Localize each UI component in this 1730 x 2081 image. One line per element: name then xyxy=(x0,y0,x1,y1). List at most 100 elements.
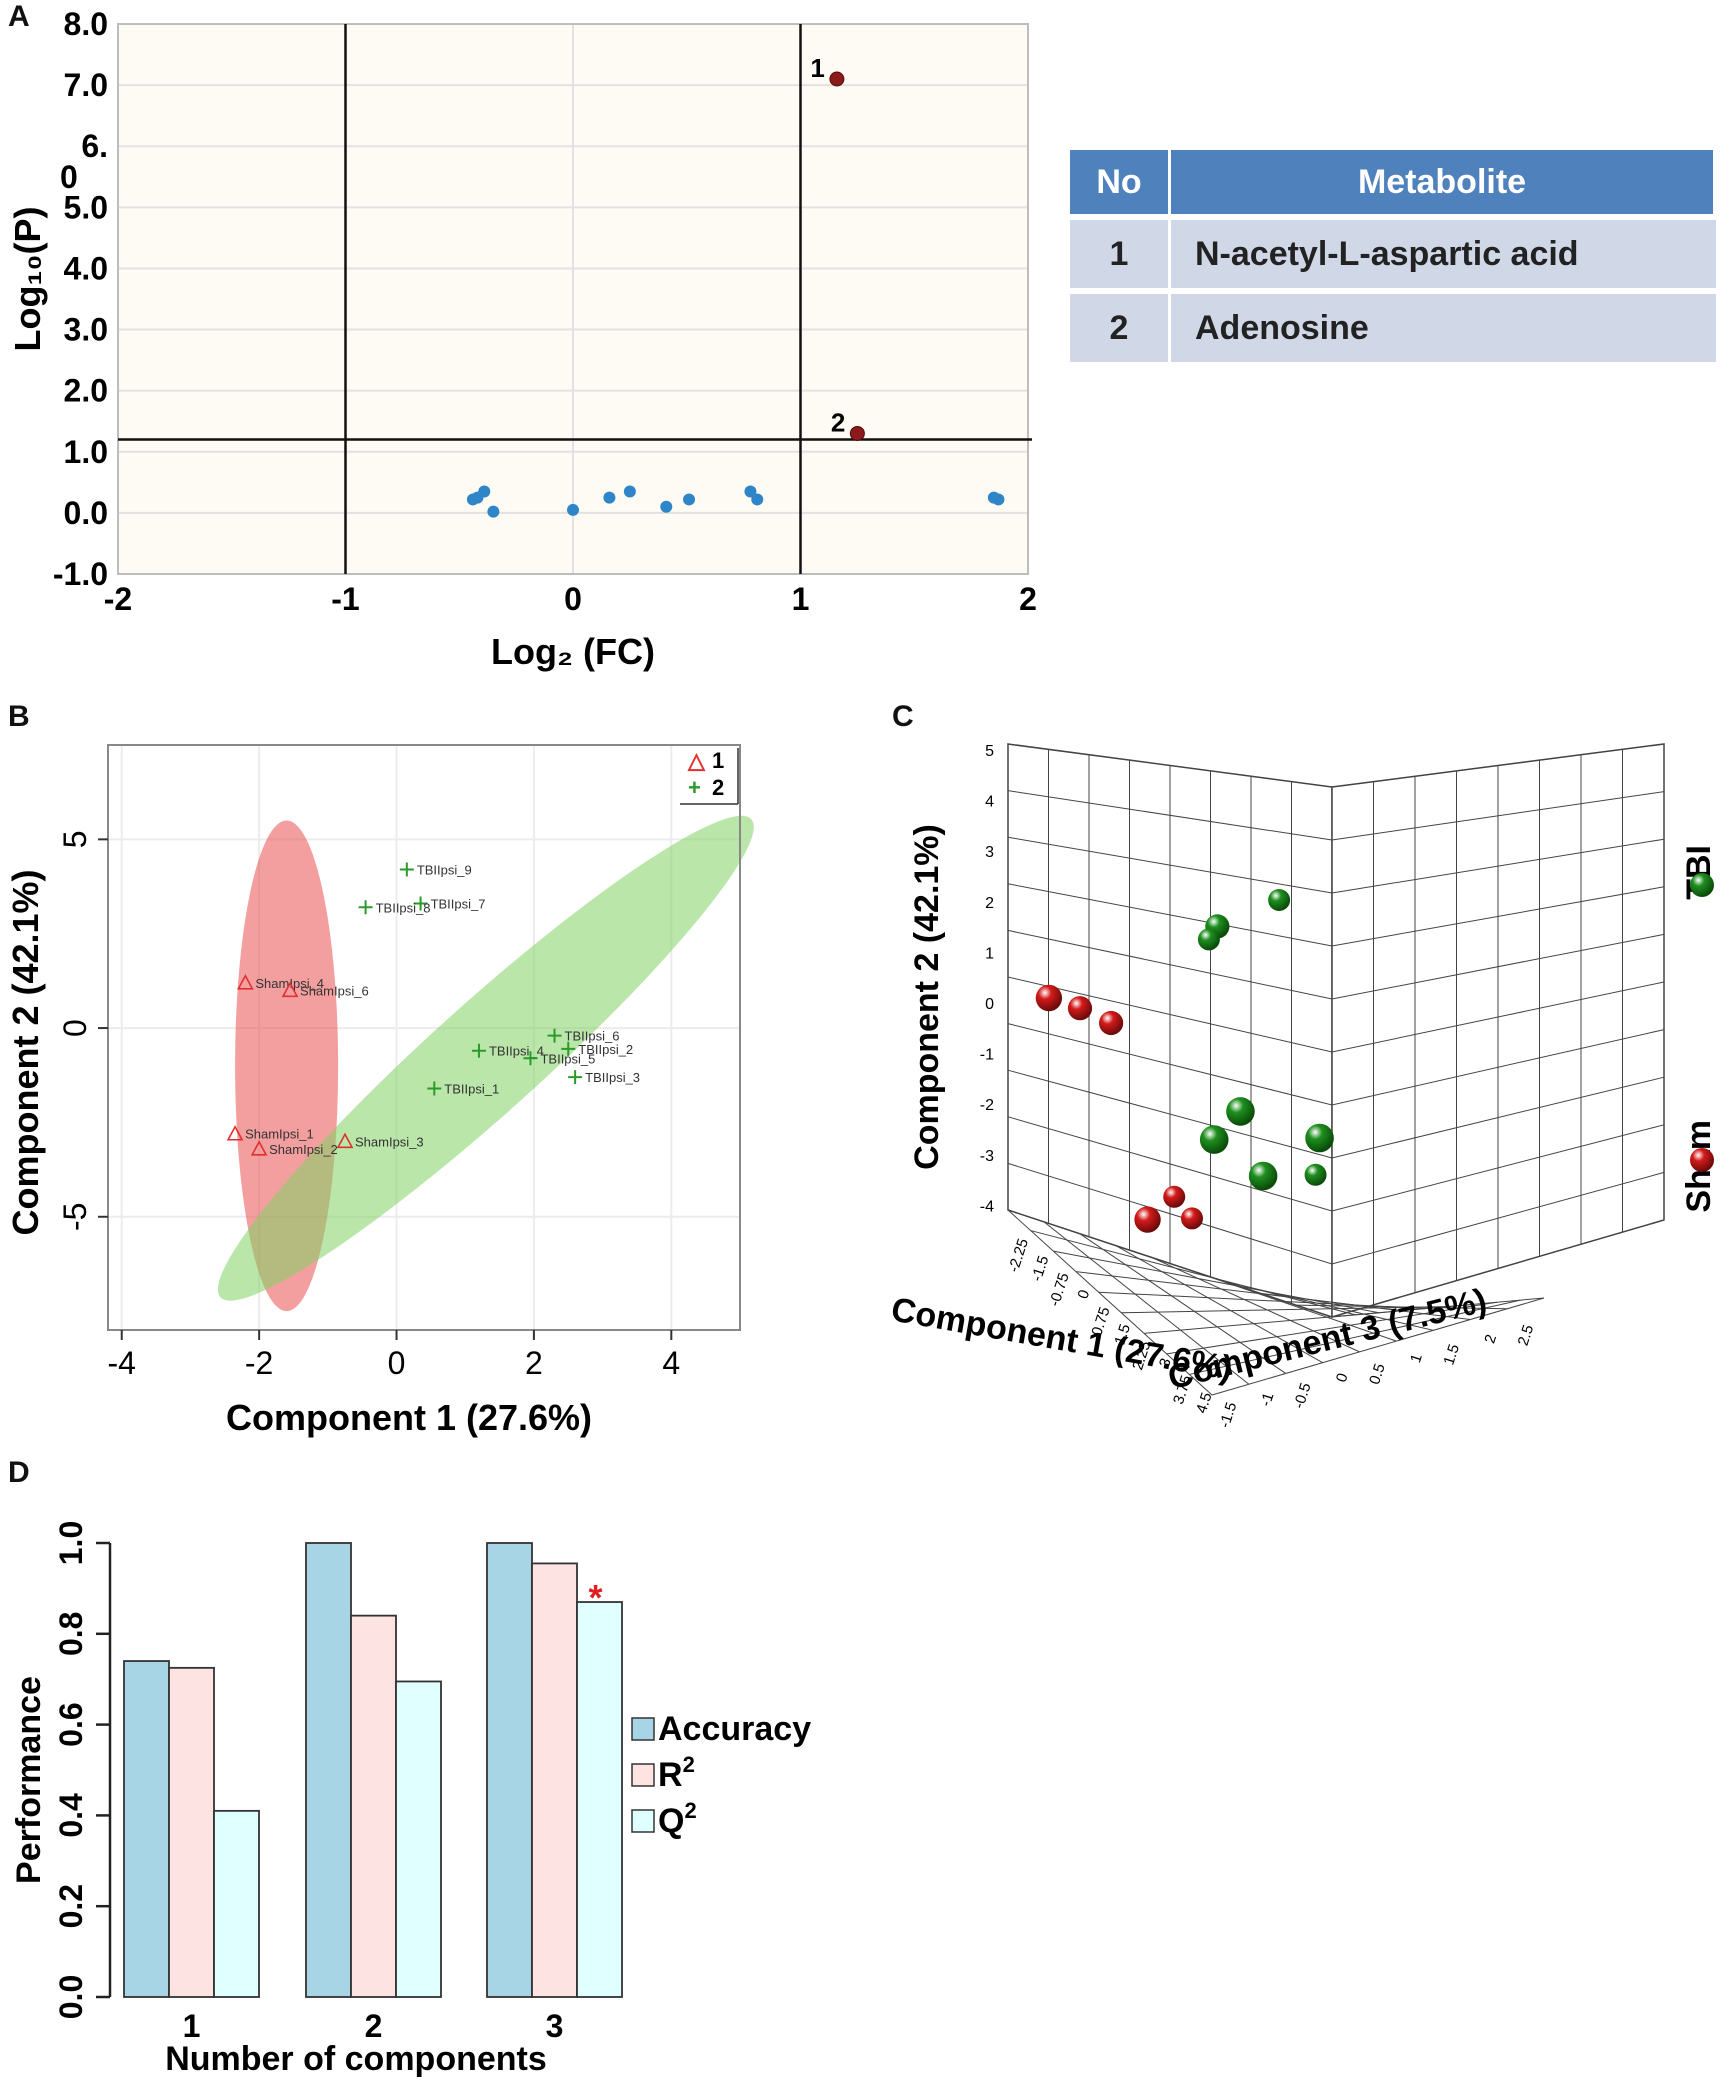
bar xyxy=(531,1562,578,1998)
grid-line xyxy=(1151,1257,1360,1353)
y-tick-label: 4.0 xyxy=(64,250,108,286)
z-tick-label: 0.5 xyxy=(1366,1361,1389,1386)
y-tick-label: 6. xyxy=(81,128,108,164)
z-tick-label: -1.5 xyxy=(1216,1400,1240,1430)
data-point xyxy=(281,981,299,998)
data-point xyxy=(603,491,616,504)
y-axis-label: Component 2 (42.1%) xyxy=(908,824,946,1170)
y-tick-label: 3 xyxy=(985,844,994,861)
bar xyxy=(395,1680,442,1998)
data-point xyxy=(1181,1207,1203,1230)
x-tick-label: 2 xyxy=(1019,581,1037,617)
point-label: TBIIpsi_6 xyxy=(565,1029,620,1044)
x-axis-label: Number of components xyxy=(165,2040,547,2078)
y-tick-label: 5.0 xyxy=(64,189,108,225)
y-tick-label: 0 xyxy=(57,1019,93,1037)
data-point xyxy=(250,1140,268,1156)
significant-point xyxy=(849,425,865,441)
legend-swatch xyxy=(631,1717,655,1741)
bar xyxy=(576,1601,623,1998)
z-tick-label: 2.5 xyxy=(1515,1323,1538,1348)
data-point xyxy=(547,1028,562,1043)
data-point xyxy=(427,1081,442,1096)
grid-line xyxy=(1043,1221,1250,1385)
legend-label: Q2 xyxy=(658,1798,697,1840)
grid-line xyxy=(1166,1301,1497,1355)
x-tick-label: 1 xyxy=(183,2008,201,2044)
table-header-row: No Metabolite xyxy=(1070,150,1716,214)
metabolite-table: No Metabolite 1 N-acetyl-L-aspartic acid… xyxy=(1070,144,1716,368)
data-point xyxy=(237,974,254,990)
x-tick-label: 4.5 xyxy=(1193,1390,1216,1415)
data-point xyxy=(1197,928,1220,951)
legend-label: Accuracy xyxy=(658,1710,811,1748)
confidence-ellipse xyxy=(217,815,754,1301)
y-tick-label: 4 xyxy=(985,794,994,811)
bar xyxy=(305,1542,352,1998)
performance-bar-chart: 0.0 0.2 0.4 0.6 0.8 1.0 1 2 3 * Number of componen… xyxy=(10,1521,811,2078)
table-cell-no: 2 xyxy=(1070,294,1171,362)
z-tick-label: -0.5 xyxy=(1290,1381,1314,1411)
data-point xyxy=(336,1132,354,1149)
x-tick-label: 1.5 xyxy=(1111,1322,1134,1347)
data-point xyxy=(623,485,636,498)
x-axis-label: Component 1 (27.6%) xyxy=(226,1397,592,1438)
data-point xyxy=(568,1070,583,1085)
data-point xyxy=(1248,1161,1278,1191)
legend-marker xyxy=(1690,1148,1714,1172)
legend-marker xyxy=(1690,873,1714,897)
grid-line xyxy=(1189,1299,1521,1375)
legend-label: 1 xyxy=(712,748,724,773)
data-point xyxy=(751,493,764,506)
point-label: 2 xyxy=(831,407,845,437)
x-tick-label: 2 xyxy=(525,1345,543,1381)
x-tick-label: 0 xyxy=(564,581,582,617)
plot-frame xyxy=(107,744,741,1331)
x-tick-label: -0.75 xyxy=(1046,1271,1073,1309)
grid-line xyxy=(1187,1268,1397,1342)
panel-label-a: A xyxy=(8,0,30,33)
y-tick-label: -1 xyxy=(980,1047,994,1064)
grid-line xyxy=(1295,1304,1508,1310)
x-tick-label: -1.5 xyxy=(1028,1254,1052,1284)
z-tick-label: 2 xyxy=(1481,1332,1500,1345)
data-point xyxy=(1067,996,1093,1021)
y-tick-label: 5 xyxy=(57,830,93,848)
data-point xyxy=(523,1051,538,1066)
y-axis-label: Component 2 (42.1%) xyxy=(5,869,46,1235)
data-point xyxy=(478,485,491,498)
point-label: TBIIpsi_2 xyxy=(578,1042,633,1057)
volcano-plot: -2 -1 0 1 2 -1.0 0.0 1.0 2.0 3.0 4.0 5.0 6. 7.0 8.0 0 Lo… xyxy=(7,6,1037,672)
y-tick-label: 0.6 xyxy=(53,1702,89,1746)
x-tick-label: 1 xyxy=(792,581,810,617)
data-point xyxy=(1268,889,1291,911)
point-label: TBIIpsi_9 xyxy=(417,863,472,878)
significant-point xyxy=(829,71,845,87)
column-header-metabolite: Metabolite xyxy=(1171,150,1716,214)
data-point xyxy=(561,1041,576,1056)
x-tick-label: -2 xyxy=(245,1345,273,1381)
data-point xyxy=(683,493,696,506)
z-tick-label: -1 xyxy=(1257,1390,1277,1408)
grid-line xyxy=(1121,1305,1450,1314)
grid-line xyxy=(1331,1297,1545,1318)
panel-label-d: D xyxy=(8,1456,30,1489)
y-tick-label: 3.0 xyxy=(64,312,108,348)
x-tick-label: 2 xyxy=(365,2008,383,2044)
grid-line xyxy=(1211,1297,1545,1396)
y-tick-label: 0.0 xyxy=(64,495,108,531)
y-tick-label: 0.2 xyxy=(53,1884,89,1928)
table-cell-metabolite: N-acetyl-L-aspartic acid xyxy=(1171,220,1716,288)
y-tick-label: 2 xyxy=(985,895,994,912)
z-tick-label: 0 xyxy=(1333,1371,1352,1384)
data-point xyxy=(413,896,428,911)
y-tick-label: 8.0 xyxy=(64,6,108,42)
y-tick-label: 0.0 xyxy=(53,1975,89,2019)
grid-line xyxy=(1053,1250,1380,1314)
x-tick-label: -2.25 xyxy=(1005,1237,1032,1275)
data-point xyxy=(1304,1163,1327,1186)
grid-line xyxy=(1030,1230,1356,1316)
plot-area xyxy=(108,745,740,1330)
grid-line xyxy=(1098,1291,1427,1310)
